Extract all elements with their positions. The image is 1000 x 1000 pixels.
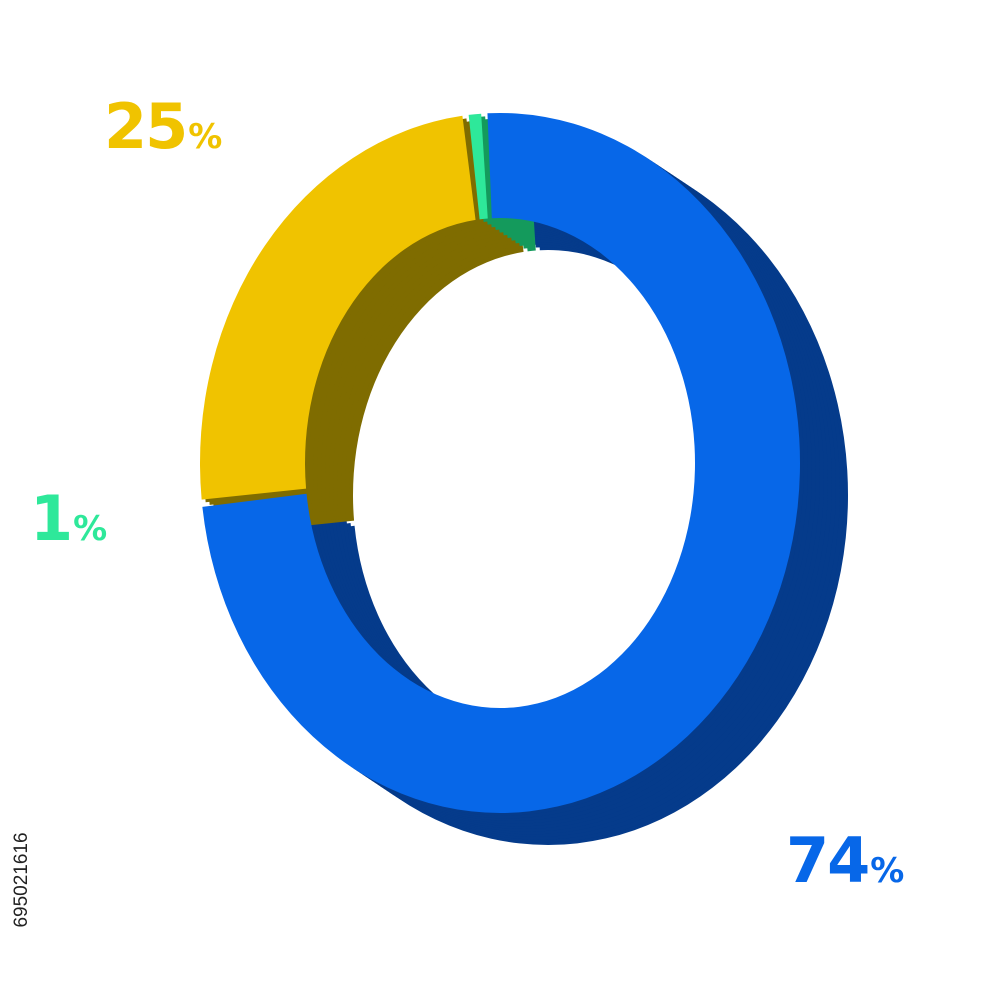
data-label-74-percent: % [870, 851, 904, 891]
data-label-1-percent: % [73, 509, 107, 549]
data-label-1: 1% [30, 488, 107, 550]
data-label-1-value: 1 [30, 482, 73, 555]
data-label-74: 74% [786, 830, 904, 892]
data-label-74-value: 74 [786, 824, 870, 897]
donut-faces [199, 113, 801, 814]
slice-1 [468, 113, 488, 220]
slice-74 [202, 113, 801, 814]
data-label-25: 25% [104, 96, 222, 158]
stock-id-value: 695021616 [11, 832, 32, 928]
data-label-25-percent: % [188, 117, 222, 157]
stock-id-text: 695021616 [10, 760, 34, 1000]
data-label-25-value: 25 [104, 90, 188, 163]
slice-25 [199, 115, 476, 500]
